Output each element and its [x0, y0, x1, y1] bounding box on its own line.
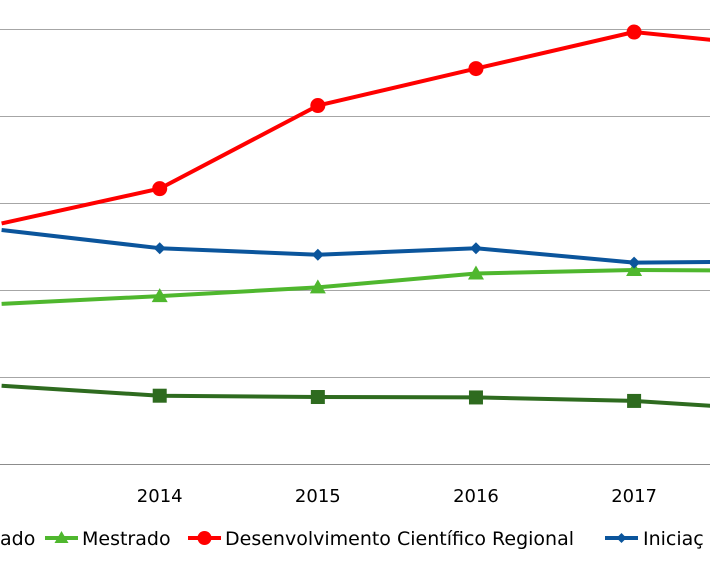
data-point-circle [626, 24, 642, 40]
series-line [1, 228, 710, 265]
data-point-square [152, 388, 167, 403]
legend-marker-triangle [54, 531, 69, 543]
x-tick-label: 2017 [611, 486, 657, 507]
series-square [1, 383, 710, 408]
legend: ado Mestrado Desenvolvimento Científico Re… [0, 528, 704, 550]
data-point-diamond [153, 242, 166, 255]
data-point-circle [152, 181, 168, 197]
grid-lines [0, 29, 710, 465]
series-line [1, 383, 710, 408]
series-diamond [1, 228, 710, 269]
data-point-diamond [628, 256, 641, 269]
data-point-triangle [309, 279, 326, 294]
x-tick-label: 2014 [137, 486, 183, 507]
legend-label: ado [0, 528, 35, 550]
x-tick-label: 2016 [453, 486, 499, 507]
data-point-circle [468, 61, 484, 77]
data-point-square [310, 390, 325, 405]
x-tick-label: 2015 [295, 486, 341, 507]
data-point-circle [310, 98, 326, 114]
data-point-triangle [151, 288, 168, 303]
legend-label: Iniciaç [643, 528, 704, 550]
legend-label: Desenvolvimento Científico Regional [225, 528, 574, 550]
legend-marker-circle [197, 531, 212, 545]
x-tick-labels: 2014 2015 2016 2017 [137, 486, 657, 507]
data-point-diamond [469, 242, 482, 255]
data-point-square [627, 393, 642, 408]
legend-label: Mestrado [82, 528, 171, 550]
series-line [1, 268, 710, 306]
series-circle [1, 24, 710, 226]
data-point-square [468, 390, 483, 405]
data-point-triangle [626, 261, 643, 276]
series-line [1, 30, 710, 226]
data-point-triangle [467, 265, 484, 280]
data-point-diamond [311, 248, 324, 261]
legend-marker-diamond [616, 533, 627, 543]
series-lines [1, 24, 710, 408]
series-triangle [1, 261, 710, 306]
